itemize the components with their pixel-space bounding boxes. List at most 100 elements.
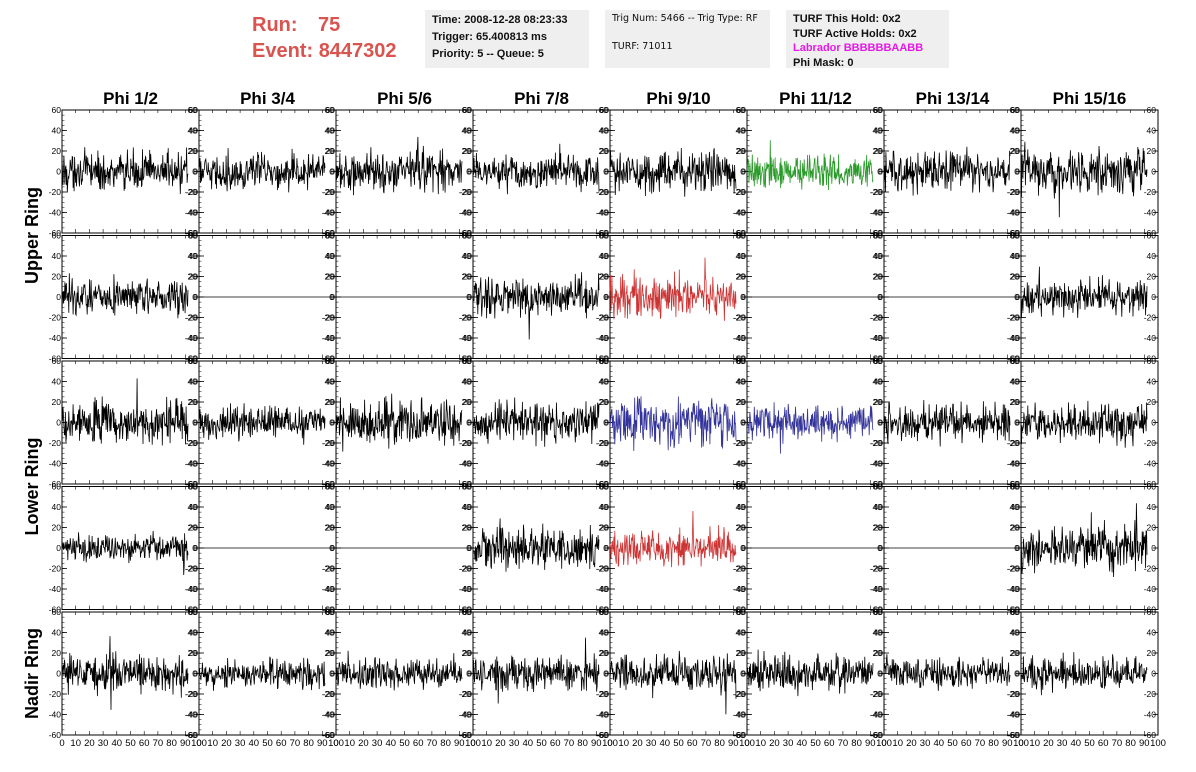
y-tick-label-right: -40 — [185, 584, 198, 594]
y-tick-label-right: -20 — [1144, 689, 1157, 699]
x-tick-label: 20 — [221, 738, 232, 749]
y-tick-label-right: 0 — [466, 418, 471, 428]
y-tick-label-right: -20 — [733, 564, 746, 574]
column-header: Phi 5/6 — [377, 89, 432, 108]
y-tick-label: -60 — [597, 605, 610, 615]
y-tick-label-right: -20 — [459, 187, 472, 197]
waveform-cell: -60 -60 -40 -40 -20 -20 0 0 20 20 40 40 60 60 — [597, 105, 748, 238]
y-tick-label-right: 40 — [325, 502, 335, 512]
y-tick-label-right: -20 — [596, 187, 609, 197]
y-tick-label-right: 40 — [1010, 628, 1020, 638]
event-label: Event: — [252, 40, 314, 62]
y-tick-label: -60 — [460, 228, 473, 238]
x-tick-label: 40 — [934, 738, 945, 749]
x-tick-label: 40 — [523, 738, 534, 749]
y-tick-label-right: 40 — [873, 502, 883, 512]
x-tick-label: 70 — [564, 738, 575, 749]
y-tick-label-right: -20 — [185, 438, 198, 448]
y-tick-label-right: -20 — [459, 313, 472, 323]
y-tick-label: 60 — [52, 231, 62, 241]
y-tick-label-right: 20 — [599, 272, 609, 282]
y-tick-label: -40 — [1008, 584, 1021, 594]
waveform-cell: -60 -60 -40 -40 -20 -20 0 0 20 20 40 40 60 60 — [734, 482, 885, 615]
y-tick-label: 60 — [600, 231, 610, 241]
y-tick-label: -20 — [1008, 564, 1021, 574]
y-tick-label-right: 20 — [462, 146, 472, 156]
y-tick-label: -40 — [186, 459, 199, 469]
y-tick-label-right: -20 — [459, 689, 472, 699]
y-tick-label: -20 — [734, 187, 747, 197]
y-tick-label: 20 — [326, 648, 336, 658]
y-tick-label-right: -60 — [596, 228, 609, 238]
y-tick-label-right: -20 — [870, 187, 883, 197]
y-tick-label: 20 — [874, 146, 884, 156]
y-tick-label: 40 — [52, 628, 62, 638]
y-tick-label-right: -40 — [596, 710, 609, 720]
y-tick-label-right: -60 — [1144, 730, 1157, 740]
x-tick-label: 10 — [481, 738, 492, 749]
y-tick-label-right: -40 — [596, 584, 609, 594]
waveform-trace — [335, 650, 463, 691]
y-tick-label-right: 60 — [599, 231, 609, 241]
y-tick-label: 20 — [1011, 397, 1021, 407]
waveform-cell: -60 -60 -40 -40 -20 -20 0 0 20 20 40 40 60 60 — [460, 231, 611, 364]
y-tick-label-right: -60 — [733, 228, 746, 238]
x-tick-label: 90 — [1139, 738, 1150, 749]
y-tick-label: 60 — [874, 482, 884, 492]
y-tick-label-right: 40 — [1010, 377, 1020, 387]
y-tick-label: -40 — [460, 584, 473, 594]
x-tick-label: 80 — [714, 738, 725, 749]
y-tick-label-right: -40 — [596, 459, 609, 469]
y-tick-label: -40 — [49, 459, 62, 469]
y-tick-label-right: -40 — [459, 584, 472, 594]
y-tick-label-right: -20 — [733, 187, 746, 197]
y-tick-label: -60 — [49, 730, 62, 740]
y-tick-label-right: 60 — [736, 105, 746, 115]
y-tick-label: -40 — [1008, 208, 1021, 218]
x-tick-label: 80 — [166, 738, 177, 749]
y-tick-label: -40 — [460, 710, 473, 720]
y-tick-label-right: -60 — [870, 354, 883, 364]
x-tick-label: 10 — [207, 738, 218, 749]
waveform-trace — [61, 147, 189, 195]
y-tick-label: 60 — [737, 482, 747, 492]
y-tick-label: 20 — [189, 397, 199, 407]
y-tick-label: 60 — [189, 356, 199, 366]
y-tick-label: -60 — [186, 354, 199, 364]
waveform-cell: -60 -60 -40 -40 -20 -20 0 0 20 20 40 40 60 60 — [323, 356, 474, 489]
y-tick-label: 20 — [463, 397, 473, 407]
y-tick-label: 40 — [1011, 628, 1021, 638]
waveform-cell: -60 -60 -40 -40 -20 -20 0 0 20 20 40 40 60 60 — [460, 356, 611, 489]
waveform-cell: -60 -60 -40 -40 -20 -20 0 0 20 20 40 40 60 60 — [1008, 105, 1159, 238]
y-tick-label-right: 20 — [736, 272, 746, 282]
y-tick-label-right: 20 — [1147, 397, 1157, 407]
y-tick-label: 0 — [56, 543, 61, 553]
y-tick-label-right: 20 — [1010, 272, 1020, 282]
y-tick-label-right: 40 — [1147, 502, 1157, 512]
y-tick-label: -20 — [597, 313, 610, 323]
x-tick-label: 30 — [1057, 738, 1068, 749]
y-tick-label-right: -60 — [1007, 605, 1020, 615]
y-tick-label: -20 — [323, 438, 336, 448]
y-tick-label: 20 — [874, 523, 884, 533]
y-tick-label-right: 60 — [1010, 356, 1020, 366]
x-tick-label: 40 — [660, 738, 671, 749]
y-tick-label: 0 — [878, 167, 883, 177]
y-tick-label: 0 — [56, 669, 61, 679]
ring-label: Lower Ring — [22, 438, 42, 536]
y-tick-label-right: -40 — [459, 459, 472, 469]
y-tick-label: -20 — [1008, 438, 1021, 448]
y-tick-label: 40 — [326, 628, 336, 638]
y-tick-label-right: -20 — [733, 438, 746, 448]
y-tick-label-right: 60 — [462, 231, 472, 241]
y-tick-label-right: 20 — [325, 523, 335, 533]
y-tick-label: -60 — [323, 354, 336, 364]
y-tick-label: 0 — [330, 418, 335, 428]
x-tick-label: 30 — [235, 738, 246, 749]
waveform-trace — [61, 273, 189, 319]
y-tick-label: 40 — [189, 628, 199, 638]
y-tick-label: 20 — [463, 523, 473, 533]
x-tick-label: 0 — [470, 738, 475, 749]
y-tick-label-right: 40 — [1147, 251, 1157, 261]
waveform-trace — [1020, 141, 1148, 218]
